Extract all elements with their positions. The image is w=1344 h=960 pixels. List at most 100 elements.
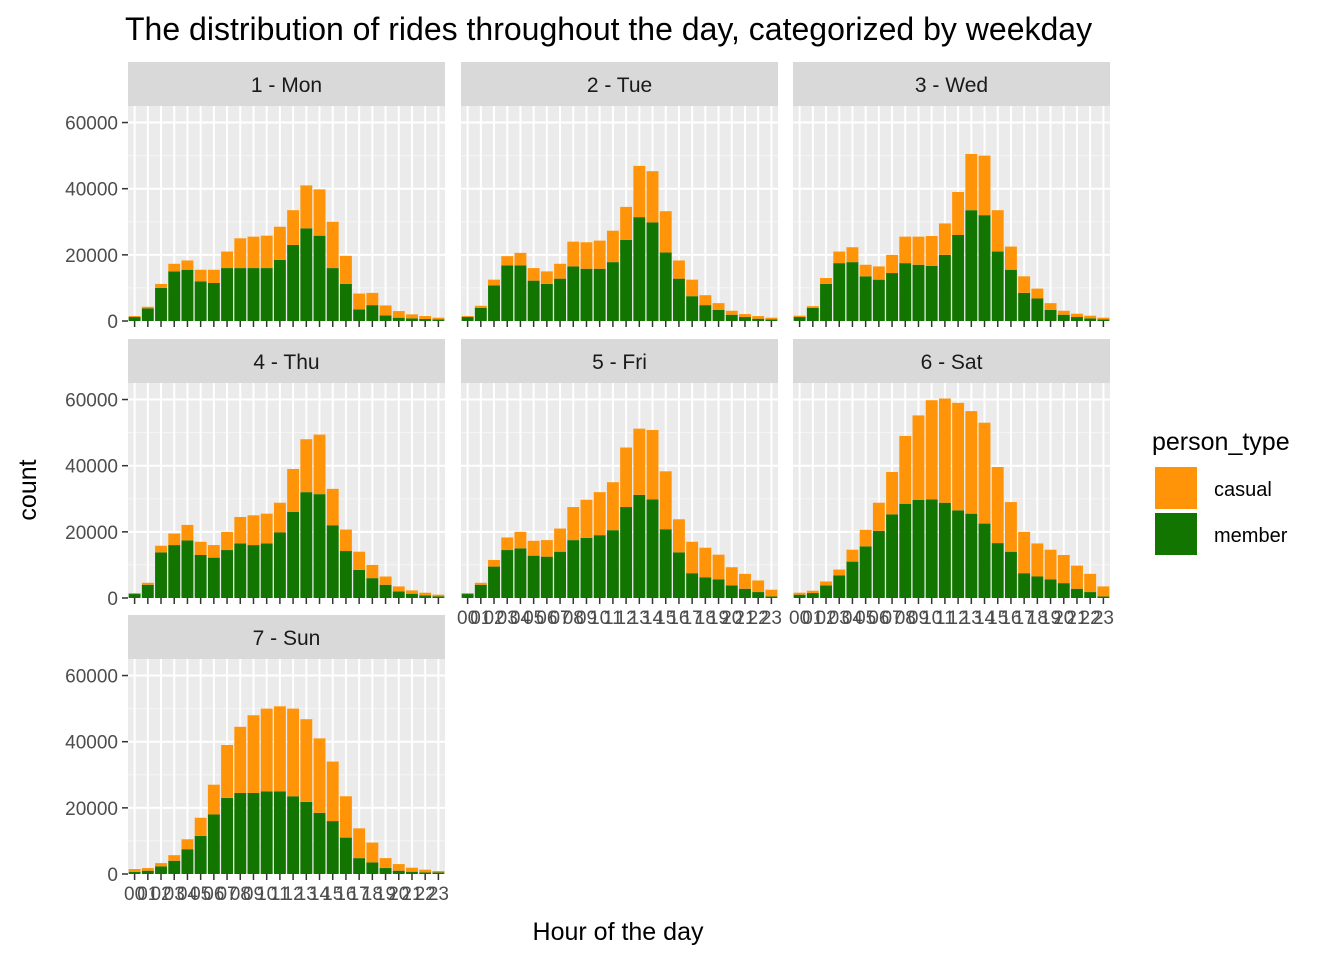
x-tick-label: 18 [695, 608, 716, 629]
bar-member [872, 530, 885, 598]
bar-member [461, 594, 474, 598]
legend-key-member [1155, 513, 1197, 555]
bar-casual [234, 726, 247, 793]
legend: person_type casual member [1152, 428, 1290, 555]
bar-casual [300, 439, 313, 493]
bar-casual [793, 315, 806, 318]
bar-casual [567, 241, 580, 267]
panel-background [793, 106, 1110, 321]
x-tick-label: 11 [603, 608, 623, 629]
bar-member [1004, 269, 1017, 321]
bar-casual [326, 221, 339, 269]
bar-member [141, 870, 154, 874]
bar-member [606, 530, 619, 598]
bar-member [806, 593, 819, 598]
bar-member [392, 591, 405, 598]
y-tick-label: 0 [107, 312, 118, 333]
bar-member [952, 510, 965, 598]
bar-casual [419, 869, 432, 873]
bar-member [806, 307, 819, 321]
bar-member [260, 791, 273, 874]
bar-casual [128, 593, 141, 595]
bar-casual [1044, 303, 1057, 310]
bar-member [593, 268, 606, 321]
bar-member [221, 797, 234, 874]
bar-member [313, 235, 326, 321]
x-tick-label: 09 [576, 608, 597, 629]
x-tick-label: 15 [987, 608, 1008, 629]
bar-casual [181, 524, 194, 541]
bar-member [168, 545, 181, 598]
bar-member [1057, 583, 1070, 598]
bar-member [925, 265, 938, 321]
y-tick-label: 20000 [65, 246, 118, 267]
bar-member [366, 305, 379, 321]
bar-casual [155, 863, 167, 867]
bar-casual [287, 708, 300, 797]
x-tick-label: 22 [415, 884, 436, 905]
bar-member [155, 552, 167, 598]
legend-title: person_type [1152, 428, 1290, 456]
bar-member [925, 499, 938, 598]
x-tick-label: 19 [708, 608, 729, 629]
bar-member [339, 283, 352, 321]
bar-member [991, 251, 1004, 321]
bar-member [725, 585, 738, 598]
bar-casual [606, 230, 619, 263]
x-tick-label: 00 [789, 608, 810, 629]
bar-casual [554, 263, 567, 279]
bar-member [155, 866, 167, 874]
bar-member [313, 812, 326, 874]
bar-casual [527, 268, 540, 281]
bar-casual [194, 817, 207, 836]
x-tick-label: 09 [908, 608, 929, 629]
x-tick-label: 19 [375, 884, 396, 905]
bar-casual [273, 226, 286, 260]
bar-member [886, 514, 899, 598]
bar-casual [326, 761, 339, 822]
bar-casual [699, 547, 712, 578]
bar-casual [1057, 310, 1070, 315]
bar-member [859, 276, 872, 321]
x-tick-label: 04 [510, 608, 532, 629]
bar-member [527, 555, 540, 598]
x-tick-label: 06 [868, 608, 889, 629]
x-tick-label: 23 [428, 884, 449, 905]
bar-casual [141, 582, 154, 585]
bar-member [765, 319, 778, 321]
bar-member [273, 259, 286, 321]
facet-panel: 1 - Mon 0 20000 40000 60000 [65, 62, 445, 333]
bar-member [712, 579, 725, 598]
bar-member [300, 492, 313, 598]
bar-casual [606, 482, 619, 531]
x-tick-label: 03 [829, 608, 850, 629]
x-tick-label: 17 [682, 608, 703, 629]
bar-member [432, 319, 445, 321]
bar-casual [406, 867, 418, 872]
facet-panel: 5 - Fri000102030405060708091011121314151… [457, 339, 782, 629]
bar-member [326, 821, 339, 874]
bar-casual [925, 400, 938, 500]
panel-background [128, 659, 445, 874]
bar-casual [379, 305, 392, 316]
x-tick-label: 15 [655, 608, 676, 629]
bar-member [938, 502, 951, 598]
bar-casual [752, 580, 765, 593]
bar-member [833, 263, 846, 321]
facet-strip-label: 2 - Tue [587, 74, 652, 97]
bar-member [207, 282, 220, 321]
bar-member [353, 569, 366, 598]
bar-casual [287, 210, 300, 245]
bar-member [273, 791, 286, 874]
x-tick-label: 18 [362, 884, 383, 905]
x-tick-label: 01 [137, 884, 158, 905]
bar-member [260, 268, 273, 321]
bar-member [978, 523, 991, 598]
bar-casual [128, 869, 141, 873]
facet-strip [793, 62, 1110, 106]
x-tick-label: 07 [881, 608, 902, 629]
bar-casual [793, 592, 806, 595]
bar-casual [765, 589, 778, 597]
x-tick-label: 06 [536, 608, 557, 629]
